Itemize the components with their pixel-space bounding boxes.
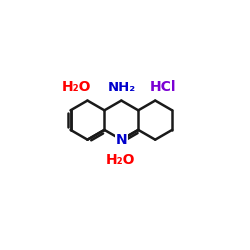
Text: NH₂: NH₂ — [107, 81, 136, 94]
Text: N: N — [116, 133, 127, 147]
Text: H₂O: H₂O — [105, 154, 135, 168]
Text: H₂O: H₂O — [62, 80, 91, 94]
Text: HCl: HCl — [149, 80, 176, 94]
